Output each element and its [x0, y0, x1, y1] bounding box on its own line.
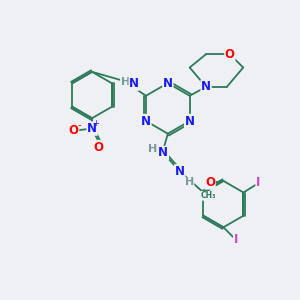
Text: +: +	[92, 119, 99, 128]
Text: N: N	[163, 76, 173, 90]
Text: N: N	[201, 80, 211, 93]
Text: N: N	[141, 115, 151, 128]
Text: N: N	[175, 165, 185, 178]
Text: N: N	[87, 122, 97, 135]
Text: N: N	[129, 77, 139, 90]
Text: N: N	[158, 146, 168, 160]
Text: O: O	[69, 124, 79, 136]
Text: O: O	[94, 140, 103, 154]
Text: CH₃: CH₃	[201, 191, 216, 200]
Text: -: -	[77, 120, 81, 130]
Text: O: O	[225, 48, 235, 61]
Text: H: H	[121, 77, 130, 87]
Text: N: N	[185, 115, 195, 128]
Text: I: I	[234, 233, 238, 246]
Text: I: I	[256, 176, 260, 189]
Text: O: O	[205, 176, 215, 189]
Text: H: H	[148, 144, 158, 154]
Text: H: H	[184, 177, 194, 188]
